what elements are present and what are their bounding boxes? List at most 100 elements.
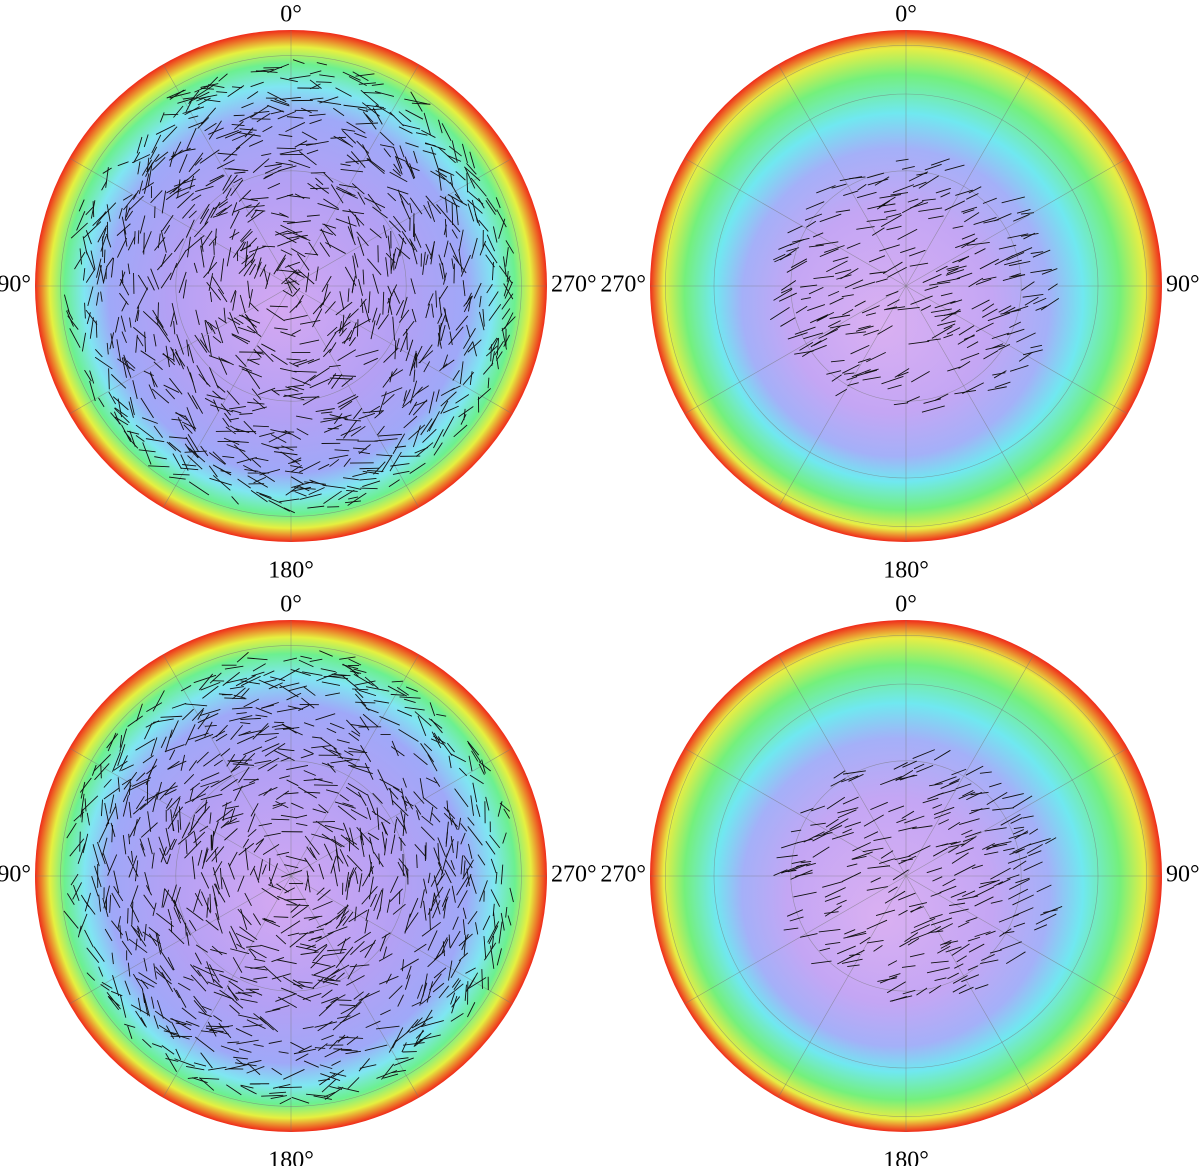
graticule-line xyxy=(777,654,907,877)
vector xyxy=(488,925,499,945)
vector xyxy=(121,764,134,771)
vector xyxy=(505,247,509,267)
vector xyxy=(264,165,282,174)
vector xyxy=(928,215,944,220)
vector xyxy=(346,485,362,490)
vector xyxy=(283,507,296,514)
vector xyxy=(994,381,1011,388)
vector xyxy=(791,860,806,865)
vector xyxy=(398,126,413,134)
vector xyxy=(339,291,345,310)
vector xyxy=(277,110,297,120)
vector xyxy=(226,390,240,405)
vector xyxy=(323,424,343,433)
vector xyxy=(871,227,885,236)
vector xyxy=(430,241,435,260)
vector xyxy=(1041,268,1058,275)
vector xyxy=(184,922,187,936)
vector xyxy=(454,193,464,203)
graticule-line xyxy=(290,875,513,1005)
vector xyxy=(800,860,812,864)
vector xyxy=(414,805,422,815)
vector xyxy=(300,753,314,759)
vector xyxy=(290,669,311,677)
vector xyxy=(999,941,1022,951)
vector xyxy=(346,879,350,900)
vector xyxy=(420,995,432,1005)
vector xyxy=(209,477,232,486)
vector xyxy=(404,706,425,711)
vector xyxy=(342,191,356,197)
vector xyxy=(886,981,906,994)
vector xyxy=(398,111,412,122)
vector xyxy=(366,807,372,821)
vector xyxy=(186,932,190,946)
vector xyxy=(124,1023,136,1028)
vector xyxy=(1022,349,1043,356)
vector xyxy=(169,377,183,395)
vector xyxy=(187,433,199,452)
vector xyxy=(337,936,351,947)
vector xyxy=(263,670,275,677)
vector xyxy=(867,172,885,179)
vector xyxy=(256,113,271,123)
vector xyxy=(200,891,211,914)
vector xyxy=(837,945,856,955)
vector xyxy=(208,1066,227,1071)
vector xyxy=(864,368,879,374)
vector xyxy=(229,231,240,239)
vector xyxy=(235,428,250,434)
vector xyxy=(188,152,204,173)
vector xyxy=(230,289,237,303)
vector xyxy=(477,388,492,401)
vector xyxy=(980,959,999,965)
vector xyxy=(831,832,854,840)
vector xyxy=(244,892,252,907)
vector xyxy=(169,151,175,168)
vector xyxy=(856,226,875,230)
vector xyxy=(897,371,909,377)
vector xyxy=(194,733,214,742)
vector xyxy=(984,851,999,856)
vector xyxy=(97,225,108,243)
vector xyxy=(907,198,919,203)
vector xyxy=(164,744,185,753)
vector xyxy=(954,389,977,395)
vector xyxy=(212,867,220,890)
vector xyxy=(116,339,122,362)
vector xyxy=(234,171,246,174)
vector xyxy=(359,827,363,841)
vector xyxy=(350,941,365,956)
vector xyxy=(484,243,498,264)
vector xyxy=(844,929,856,935)
vector xyxy=(423,878,428,894)
vector xyxy=(252,398,266,409)
vector xyxy=(290,1041,305,1051)
vector xyxy=(333,107,345,117)
vector xyxy=(346,154,359,165)
vector xyxy=(933,749,951,761)
vector xyxy=(152,902,157,916)
vector xyxy=(883,209,897,213)
vector xyxy=(347,492,367,506)
vector xyxy=(216,129,239,139)
vector xyxy=(169,720,179,739)
vector xyxy=(405,109,424,120)
vector xyxy=(940,780,960,789)
vector xyxy=(181,822,191,839)
vector xyxy=(348,308,359,319)
vector xyxy=(338,313,351,334)
vector xyxy=(824,245,845,253)
vector xyxy=(247,829,257,838)
vector xyxy=(295,358,314,367)
vector xyxy=(318,1078,331,1082)
vector xyxy=(850,344,870,355)
vector xyxy=(823,825,843,835)
vector xyxy=(236,943,246,950)
vector xyxy=(359,716,370,731)
vector xyxy=(343,329,353,345)
vector xyxy=(264,736,278,743)
vector xyxy=(311,961,331,967)
vector xyxy=(375,313,381,326)
vector xyxy=(288,459,302,464)
